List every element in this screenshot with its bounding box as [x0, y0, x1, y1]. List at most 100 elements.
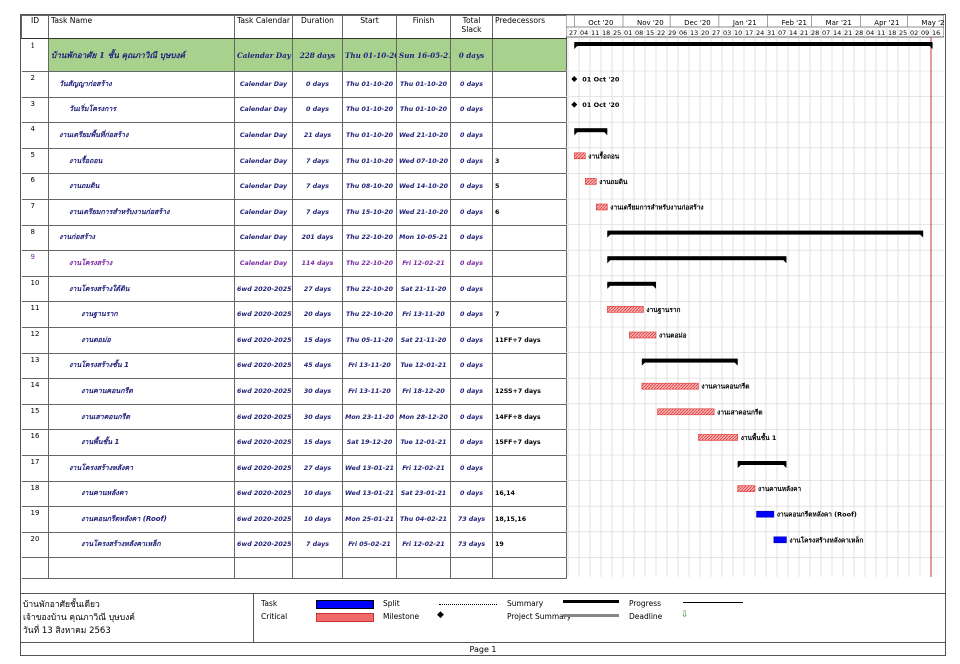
task-start-cell[interactable]: Fri 13-11-20 [342, 378, 397, 405]
task-predecessors-cell[interactable]: 14FF+8 days [492, 404, 567, 431]
task-slack-cell[interactable]: 0 days [450, 378, 493, 405]
task-finish-cell[interactable]: Wed 07-10-20 [396, 148, 451, 175]
task-finish-cell[interactable]: Fri 13-11-20 [396, 301, 451, 328]
milestone-marker[interactable] [571, 101, 578, 108]
summary-bar[interactable] [607, 230, 924, 235]
task-calendar-cell[interactable]: 6wd 2020-2025 [234, 532, 293, 559]
task-id[interactable]: 5 [21, 148, 49, 175]
task-duration-cell[interactable]: 15 days [292, 327, 343, 354]
task-row[interactable]: 20 งานโครงสร้างหลังคาเหล็ก 6wd 2020-2025 7 … [21, 532, 567, 559]
task-duration-cell[interactable]: 0 days [292, 97, 343, 124]
task-slack-cell[interactable]: 0 days [450, 404, 493, 431]
task-name-cell[interactable]: งานพื้นชั้น 1 [48, 429, 235, 456]
task-finish-cell[interactable]: Mon 28-12-20 [396, 404, 451, 431]
task-id[interactable]: 17 [21, 455, 49, 482]
task-finish-cell[interactable]: Fri 12-02-21 [396, 532, 451, 559]
task-id[interactable]: 14 [21, 378, 49, 405]
col-task-calendar[interactable]: Task Calendar [234, 15, 293, 39]
task-slack-cell[interactable]: 0 days [450, 327, 493, 354]
task-id[interactable]: 11 [21, 301, 49, 328]
task-slack-cell[interactable]: 0 days [450, 148, 493, 175]
task-start-cell[interactable]: Thu 22-10-20 [342, 276, 397, 303]
task-finish-cell[interactable]: Fri 12-02-21 [396, 455, 451, 482]
task-start-cell[interactable]: Thu 15-10-20 [342, 199, 397, 226]
task-slack-cell[interactable]: 0 days [450, 301, 493, 328]
task-finish-cell[interactable]: Fri 18-12-20 [396, 378, 451, 405]
task-predecessors-cell[interactable]: 15FF+7 days [492, 429, 567, 456]
task-start-cell[interactable]: Thu 01-10-20 [342, 97, 397, 124]
task-name-cell[interactable]: งานถมดิน [48, 173, 235, 200]
task-name-cell[interactable]: งานรื้อถอน [48, 148, 235, 175]
task-row[interactable]: 9 งานโครงสร้าง Calendar Day 114 days Thu 22-… [21, 250, 567, 277]
task-start-cell[interactable]: Fri 05-02-21 [342, 532, 397, 559]
task-slack-cell[interactable]: 0 days [450, 71, 493, 98]
task-finish-cell[interactable]: Fri 12-02-21 [396, 250, 451, 277]
task-start-cell[interactable]: Mon 25-01-21 [342, 506, 397, 533]
summary-bar[interactable] [737, 461, 787, 465]
task-name-cell[interactable]: บ้านพักอาศัย 1 ชั้น คุณภาวิณี บุษบงค์ [48, 38, 235, 72]
task-row[interactable]: 8 งานก่อสร้าง Calendar Day 201 days Thu 22-1… [21, 225, 567, 252]
task-slack-cell[interactable]: 0 days [450, 38, 493, 72]
critical-task-bar[interactable] [641, 382, 699, 390]
task-start-cell[interactable]: Thu 22-10-20 [342, 250, 397, 277]
task-slack-cell[interactable]: 0 days [450, 481, 493, 508]
task-row[interactable]: 18 งานคานหลังคา 6wd 2020-2025 10 days Wed 13… [21, 481, 567, 508]
task-id[interactable]: 19 [21, 506, 49, 533]
task-name-cell[interactable]: งานเสาคอนกรีต [48, 404, 235, 431]
col-start[interactable]: Start [342, 15, 397, 39]
task-id[interactable]: 13 [21, 353, 49, 380]
task-duration-cell[interactable]: 10 days [292, 481, 343, 508]
task-slack-cell[interactable]: 0 days [450, 429, 493, 456]
task-slack-cell[interactable]: 0 days [450, 97, 493, 124]
task-row[interactable]: 2 วันสัญญาก่อสร้าง Calendar Day 0 days Thu 0… [21, 71, 567, 98]
task-finish-cell[interactable]: Mon 10-05-21 [396, 225, 451, 252]
task-calendar-cell[interactable]: 6wd 2020-2025 [234, 301, 293, 328]
critical-task-bar[interactable] [737, 485, 756, 492]
task-finish-cell[interactable]: Wed 14-10-20 [396, 173, 451, 200]
critical-task-bar[interactable] [584, 178, 597, 185]
task-slack-cell[interactable]: 0 days [450, 353, 493, 380]
task-id[interactable]: 9 [21, 250, 49, 277]
task-predecessors-cell[interactable] [492, 122, 567, 149]
task-predecessors-cell[interactable]: 3 [492, 148, 567, 175]
task-predecessors-cell[interactable]: 6 [492, 199, 567, 226]
task-id[interactable]: 7 [21, 199, 49, 226]
task-row[interactable]: 3 วันเริ่มโครงการ Calendar Day 0 days Thu 01… [21, 97, 567, 124]
task-duration-cell[interactable]: 27 days [292, 455, 343, 482]
task-id[interactable]: 2 [21, 71, 49, 98]
task-row[interactable]: 17 งานโครงสร้างหลังคา 6wd 2020-2025 27 days… [21, 455, 567, 482]
task-predecessors-cell[interactable] [492, 225, 567, 252]
task-duration-cell[interactable]: 20 days [292, 301, 343, 328]
task-predecessors-cell[interactable]: 18,15,16 [492, 506, 567, 533]
task-slack-cell[interactable]: 0 days [450, 250, 493, 277]
task-finish-cell[interactable]: Tue 12-01-21 [396, 429, 451, 456]
col-task-name[interactable]: Task Name [48, 15, 235, 39]
task-finish-cell[interactable]: Wed 21-10-20 [396, 122, 451, 149]
task-duration-cell[interactable]: 228 days [292, 38, 343, 72]
task-start-cell[interactable]: Thu 22-10-20 [342, 225, 397, 252]
col-total-slack[interactable]: Total Slack [450, 15, 493, 39]
task-name-cell[interactable]: งานโครงสร้างชั้น 1 [48, 353, 235, 380]
task-row[interactable]: 14 งานคานคอนกรีต 6wd 2020-2025 30 days Fri 1… [21, 378, 567, 405]
task-slack-cell[interactable]: 73 days [450, 506, 493, 533]
task-id[interactable]: 1 [21, 38, 49, 72]
task-finish-cell[interactable]: Thu 01-10-20 [396, 97, 451, 124]
task-row[interactable]: 11 งานฐานราก 6wd 2020-2025 20 days Thu 22-10… [21, 301, 567, 328]
task-duration-cell[interactable]: 114 days [292, 250, 343, 277]
summary-bar[interactable] [574, 42, 933, 46]
task-duration-cell[interactable]: 30 days [292, 378, 343, 405]
task-row[interactable]: 7 งานเตรียมการสำหรับงานก่อสร้าง Calendar D… [21, 199, 567, 226]
task-name-cell[interactable]: งานโครงสร้างใต้ดิน [48, 276, 235, 303]
task-calendar-cell[interactable]: 6wd 2020-2025 [234, 455, 293, 482]
task-duration-cell[interactable]: 15 days [292, 429, 343, 456]
milestone-marker[interactable] [571, 76, 578, 82]
task-predecessors-cell[interactable]: 11FF+7 days [492, 327, 567, 354]
task-row[interactable]: 1 บ้านพักอาศัย 1 ชั้น คุณภาวิณี บุษบงค์ Ca… [21, 38, 567, 72]
task-id[interactable]: 10 [21, 276, 49, 303]
task-predecessors-cell[interactable]: 12SS+7 days [492, 378, 567, 405]
task-row[interactable]: 16 งานพื้นชั้น 1 6wd 2020-2025 15 days Sat 1… [21, 429, 567, 456]
task-slack-cell[interactable]: 73 days [450, 532, 493, 559]
task-duration-cell[interactable]: 0 days [292, 71, 343, 98]
task-duration-cell[interactable]: 201 days [292, 225, 343, 252]
task-start-cell[interactable]: Thu 01-10-20 [342, 71, 397, 98]
